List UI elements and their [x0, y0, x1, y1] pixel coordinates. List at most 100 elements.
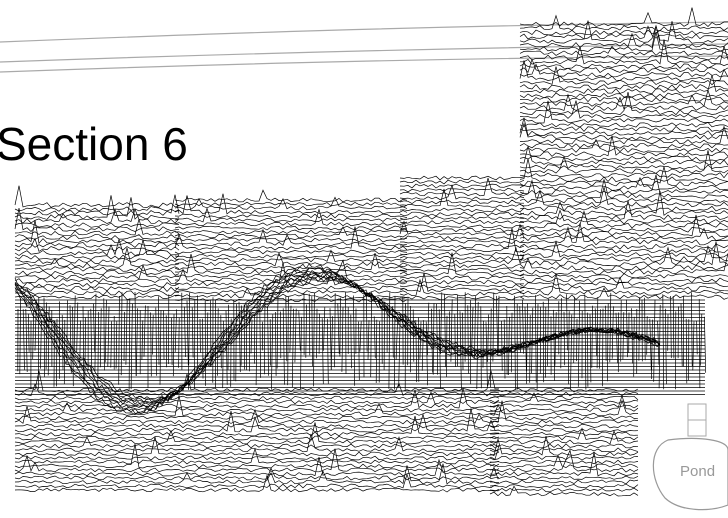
hatch-line — [415, 319, 418, 383]
trace-line — [399, 211, 525, 217]
trace-line — [519, 32, 728, 52]
hatch-line — [250, 319, 253, 354]
hatch-line — [334, 293, 336, 368]
trace-line — [519, 63, 728, 78]
trace-line — [519, 126, 728, 132]
trace-line — [399, 255, 525, 261]
hatch-line — [115, 321, 118, 369]
hatch-line — [323, 307, 326, 351]
trace-line — [14, 422, 500, 445]
trace-line — [399, 246, 525, 265]
hatch-line — [490, 308, 492, 388]
trace-line — [399, 184, 525, 200]
hatch-line — [704, 316, 707, 373]
trace-line — [14, 391, 500, 405]
structures: Pond — [652, 403, 728, 511]
trace-line — [174, 253, 408, 271]
trace-line — [489, 391, 639, 397]
trace-line — [399, 175, 525, 181]
hatch-line — [589, 314, 592, 383]
trace-line — [14, 435, 500, 441]
trace-line — [14, 286, 180, 293]
trace-line — [519, 66, 728, 86]
hatch-line — [398, 314, 401, 388]
trace-line — [399, 220, 525, 237]
pond-label: Pond — [680, 463, 715, 480]
trace-line — [489, 447, 639, 453]
trace-line — [519, 214, 728, 237]
hatch-line — [536, 304, 539, 390]
trace-line — [174, 213, 408, 219]
trace-line — [519, 84, 728, 90]
trace-line — [174, 193, 408, 215]
hatch-line — [150, 312, 152, 377]
hatch-line — [275, 311, 277, 376]
hatch-line — [25, 308, 28, 373]
trace-line — [399, 279, 525, 285]
hatch-line — [225, 310, 228, 385]
hatch-line — [450, 299, 453, 362]
trace-line — [519, 60, 728, 81]
trace-line — [519, 247, 728, 254]
hatch-line — [700, 313, 703, 366]
trace-line — [489, 392, 639, 404]
trace-line — [399, 273, 525, 293]
trace-line — [520, 223, 728, 246]
trace-line — [519, 209, 728, 225]
hatch-line — [497, 295, 500, 353]
trace-line — [489, 455, 639, 461]
trace-line — [489, 466, 639, 480]
hatch-line — [431, 308, 433, 373]
hatch-line — [638, 297, 640, 361]
trace-line — [174, 196, 408, 211]
trace-line — [519, 25, 728, 49]
trace-line — [489, 436, 639, 457]
trace-line — [399, 278, 525, 297]
trace-line — [14, 388, 500, 409]
hatch-line — [598, 309, 601, 369]
hatch-line — [670, 295, 672, 359]
trace-line — [14, 448, 500, 473]
trace-line — [14, 218, 180, 236]
hatch-line — [287, 296, 289, 386]
hatch-line — [318, 313, 320, 354]
trace-line — [14, 395, 500, 417]
trace-line — [489, 415, 639, 421]
trace-line — [519, 74, 728, 94]
trace-line — [519, 150, 728, 174]
trace-line — [14, 247, 180, 268]
hatch-line — [289, 305, 292, 353]
trace-line — [14, 266, 180, 272]
trace-line — [174, 262, 408, 287]
trace-line — [399, 252, 525, 277]
trace-line — [519, 88, 728, 107]
hatch-line — [474, 296, 476, 359]
trace-line — [519, 125, 728, 145]
trace-line — [519, 20, 728, 44]
hatch-line — [388, 292, 391, 389]
trace-line — [519, 197, 728, 204]
trace-line — [489, 394, 639, 413]
hatch-line — [383, 302, 385, 371]
trace-line — [14, 474, 500, 493]
trace-line — [14, 237, 180, 256]
trace-line — [519, 287, 728, 301]
trace-line — [174, 225, 408, 231]
hatch-line — [560, 298, 562, 369]
trace-line — [14, 457, 500, 477]
trace-line — [14, 242, 180, 248]
hatch-line — [174, 309, 177, 353]
hatch-line — [158, 296, 160, 365]
trace-line — [519, 92, 728, 99]
trace-line — [519, 227, 728, 242]
trace-line — [174, 207, 408, 223]
trace-line — [14, 208, 180, 224]
trace-line — [14, 258, 180, 264]
trace-line — [14, 222, 180, 228]
hatch-line — [692, 321, 695, 371]
survey-traces — [14, 7, 728, 497]
hatch-line — [134, 291, 137, 377]
trace-line — [519, 45, 728, 56]
hatch-line — [672, 296, 675, 359]
trace-line — [519, 241, 728, 267]
